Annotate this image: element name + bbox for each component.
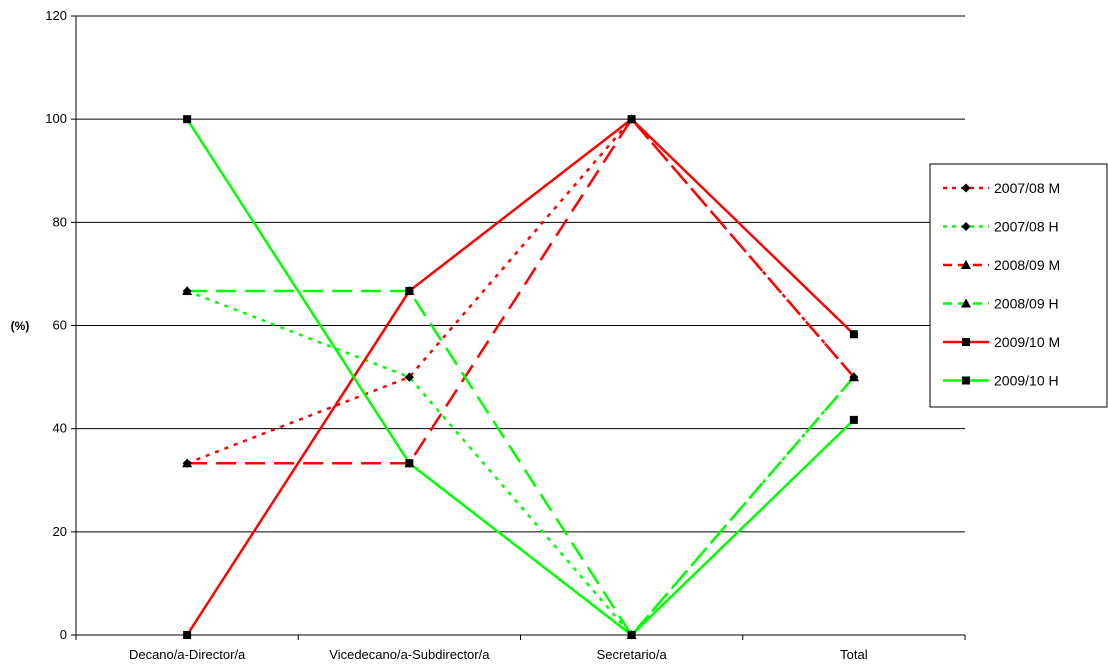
legend-label: 2008/09 M <box>994 257 1060 273</box>
legend-box <box>929 163 1108 408</box>
grid-lines <box>76 15 965 533</box>
data-point <box>405 459 414 468</box>
tick-labels: 0 20 40 60 80 100 120 Decano/a-Director/a Vicede… <box>45 8 867 662</box>
legend-label: 2009/10 H <box>994 373 1059 389</box>
series-line <box>186 117 855 636</box>
data-point <box>848 372 859 382</box>
data-point <box>183 631 192 639</box>
data-point <box>183 115 192 124</box>
data-point <box>405 286 414 295</box>
legend-marker <box>961 222 971 231</box>
data-point <box>627 115 636 124</box>
y-tick-label: 20 <box>53 524 67 539</box>
y-tick-label: 0 <box>60 627 67 642</box>
legend-label: 2009/10 M <box>994 334 1060 350</box>
axes <box>71 15 966 640</box>
y-tick-label: 80 <box>53 214 67 229</box>
x-tick-label: Vicedecano/a-Subdirector/a <box>329 647 490 662</box>
data-point <box>849 330 858 339</box>
x-tick-label: Decano/a-Director/a <box>129 647 246 662</box>
legend-label: 2007/08 M <box>994 180 1060 196</box>
y-tick-label: 60 <box>53 318 67 333</box>
legend-item: 2007/08 H <box>943 219 1059 235</box>
data-point <box>404 372 414 382</box>
series-markers <box>182 114 859 640</box>
x-tick-label: Total <box>840 647 868 662</box>
legend-label: 2007/08 H <box>994 219 1059 235</box>
legend-item: 2008/09 M <box>943 257 1060 273</box>
legend-marker <box>962 338 970 346</box>
legend-marker <box>962 376 970 385</box>
y-tick-label: 120 <box>45 8 67 23</box>
y-axis-label: (%) <box>11 319 30 333</box>
legend-item: 2009/10 H <box>943 373 1059 389</box>
series-lines <box>186 117 855 637</box>
y-tick-label: 100 <box>45 111 67 126</box>
legend-item: 2007/08 M <box>943 180 1060 196</box>
legend: 2007/08 M 2007/08 H 2008/09 M 2008/09 H 2009… <box>929 163 1108 408</box>
data-point <box>627 631 636 639</box>
data-point <box>849 415 858 424</box>
series-line <box>186 118 855 637</box>
series-line <box>187 117 855 465</box>
legend-marker <box>961 298 971 308</box>
legend-marker <box>961 260 971 269</box>
legend-item: 2009/10 M <box>943 334 1060 350</box>
legend-label: 2008/09 H <box>994 296 1059 312</box>
series-line <box>187 289 855 637</box>
x-tick-label: Secretario/a <box>597 647 668 662</box>
legend-marker <box>961 183 971 193</box>
legend-item: 2008/09 H <box>943 296 1059 312</box>
y-tick-label: 40 <box>53 421 67 436</box>
data-point <box>182 285 193 295</box>
data-point <box>182 458 193 468</box>
